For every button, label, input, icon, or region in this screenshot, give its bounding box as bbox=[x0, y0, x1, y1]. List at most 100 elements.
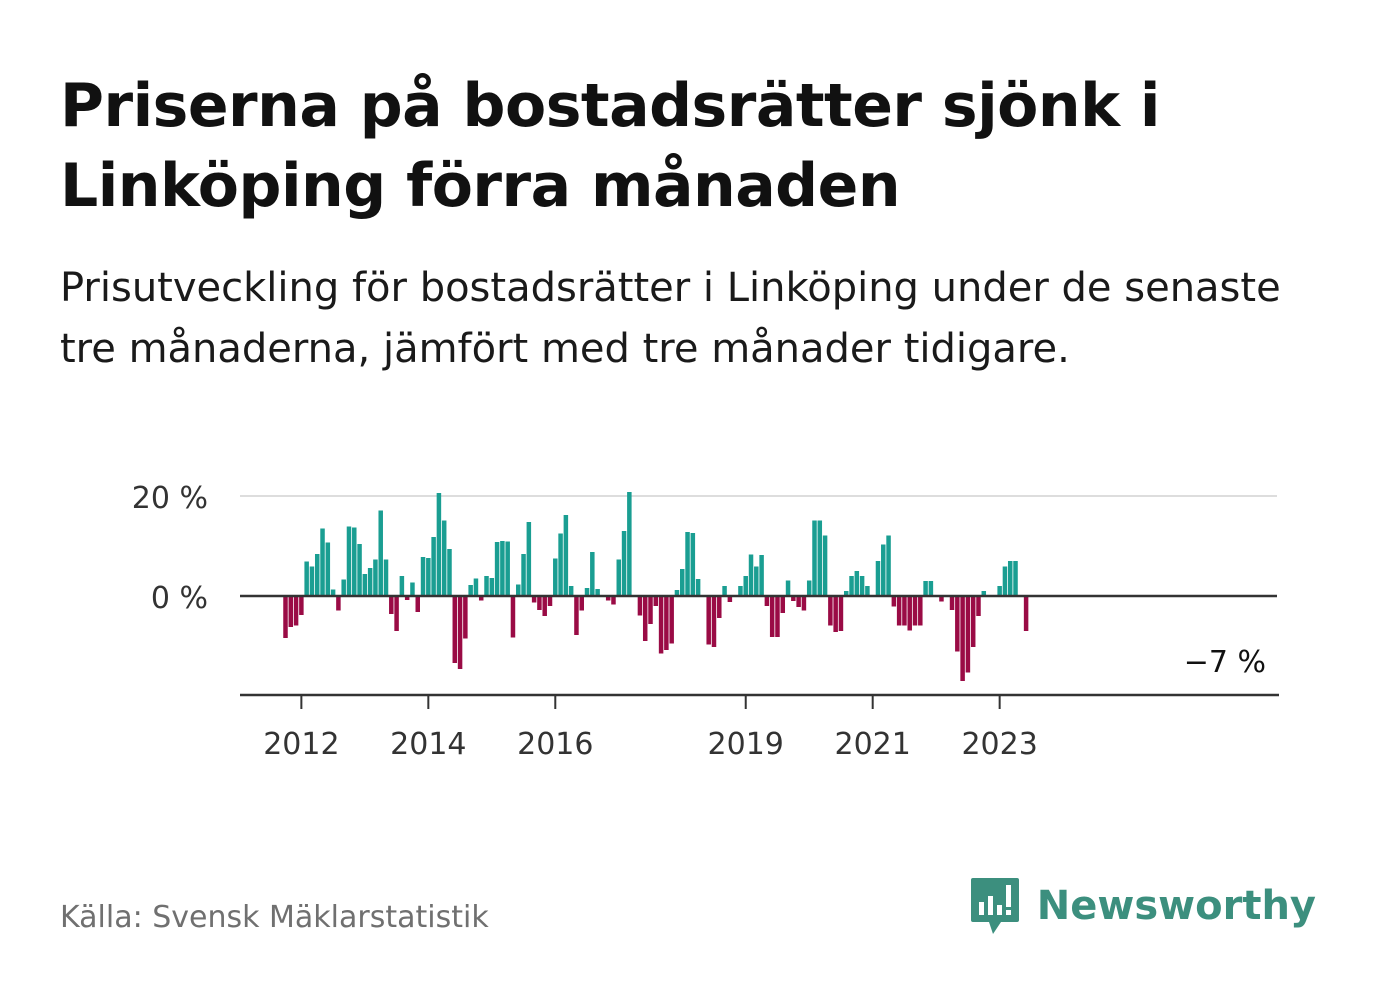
bar bbox=[500, 541, 505, 596]
y-tick-label: 0 % bbox=[151, 581, 208, 616]
bar bbox=[336, 596, 341, 611]
bar bbox=[748, 554, 754, 596]
bar bbox=[605, 596, 611, 601]
bar bbox=[579, 596, 584, 611]
x-tick-label: 2016 bbox=[517, 727, 593, 762]
bar bbox=[404, 596, 410, 600]
bar-chart: 20 % 0 % 2012 2014 2016 2019 2021 2023 −7 % bbox=[132, 481, 1279, 762]
bar bbox=[970, 596, 976, 647]
bar bbox=[420, 557, 426, 596]
bar bbox=[352, 527, 357, 596]
last-value-label: −7 % bbox=[1184, 645, 1266, 680]
bar bbox=[590, 552, 595, 596]
bar bbox=[378, 510, 383, 596]
bar bbox=[521, 554, 526, 596]
bar bbox=[680, 569, 685, 596]
bar bbox=[516, 584, 521, 596]
y-tick-label: 20 % bbox=[132, 481, 208, 516]
bar bbox=[912, 596, 918, 626]
bar bbox=[981, 591, 987, 596]
bar bbox=[531, 596, 537, 603]
bar bbox=[478, 596, 484, 601]
bar bbox=[399, 576, 405, 596]
bar bbox=[801, 596, 807, 611]
bar bbox=[669, 596, 674, 644]
bar bbox=[373, 559, 378, 596]
bar bbox=[653, 596, 659, 606]
bar bbox=[299, 596, 304, 615]
bar bbox=[928, 581, 934, 596]
bar bbox=[791, 596, 796, 601]
x-tick-label: 2023 bbox=[961, 727, 1037, 762]
bar bbox=[415, 596, 420, 612]
bar bbox=[574, 596, 579, 635]
axes bbox=[240, 594, 1279, 709]
bar bbox=[796, 596, 801, 607]
bar bbox=[939, 596, 944, 602]
bar bbox=[341, 579, 346, 596]
bar bbox=[769, 596, 775, 637]
x-tick-label: 2021 bbox=[835, 727, 911, 762]
bar bbox=[436, 493, 442, 596]
x-tick-label: 2012 bbox=[263, 727, 339, 762]
bar bbox=[886, 535, 891, 596]
bar bbox=[526, 522, 532, 596]
bar bbox=[468, 585, 473, 596]
bar bbox=[690, 533, 696, 596]
bar bbox=[627, 492, 632, 596]
bar bbox=[865, 586, 870, 596]
bar bbox=[727, 596, 733, 602]
newsworthy-logo-icon bbox=[970, 878, 1019, 934]
bar bbox=[346, 526, 352, 596]
bar bbox=[288, 596, 294, 627]
bar bbox=[833, 596, 838, 632]
bar bbox=[325, 542, 331, 596]
bar bbox=[320, 528, 325, 596]
bar bbox=[542, 596, 547, 616]
bar bbox=[891, 596, 897, 607]
bar bbox=[648, 596, 653, 624]
bar bbox=[1023, 596, 1029, 631]
bar bbox=[494, 542, 500, 596]
bar bbox=[553, 558, 558, 596]
bar bbox=[896, 596, 902, 626]
bar bbox=[881, 544, 886, 596]
bar bbox=[568, 586, 574, 596]
bar bbox=[960, 596, 965, 681]
bar bbox=[754, 566, 759, 596]
bar bbox=[764, 596, 770, 606]
bar bbox=[431, 537, 436, 596]
x-tick-label: 2019 bbox=[708, 727, 784, 762]
chart-title: Priserna på bostadsrätter sjönk i Linköp… bbox=[60, 71, 1160, 221]
bar bbox=[875, 561, 881, 596]
bar bbox=[505, 541, 510, 596]
bar bbox=[457, 596, 463, 669]
bar bbox=[949, 596, 955, 610]
bar bbox=[489, 578, 495, 596]
bar bbox=[309, 566, 315, 596]
bar bbox=[717, 596, 722, 618]
bar bbox=[843, 591, 849, 596]
bar bbox=[1002, 566, 1008, 596]
bar bbox=[283, 596, 288, 638]
bar bbox=[743, 576, 748, 596]
bar bbox=[584, 588, 590, 596]
bar bbox=[595, 589, 600, 596]
bar bbox=[775, 596, 780, 637]
bar bbox=[447, 549, 452, 596]
bar bbox=[473, 578, 479, 596]
bar bbox=[849, 576, 854, 596]
bar bbox=[558, 533, 563, 596]
bar bbox=[854, 571, 860, 596]
bar bbox=[859, 576, 865, 596]
brand-logo: Newsworthy bbox=[969, 876, 1316, 936]
bar bbox=[976, 596, 981, 616]
bar bbox=[314, 554, 320, 596]
bar bbox=[955, 596, 960, 652]
bar bbox=[812, 520, 817, 596]
bar bbox=[383, 559, 389, 596]
bar bbox=[642, 596, 648, 641]
bar bbox=[441, 520, 447, 596]
bar bbox=[923, 581, 928, 596]
bar bbox=[357, 544, 362, 596]
